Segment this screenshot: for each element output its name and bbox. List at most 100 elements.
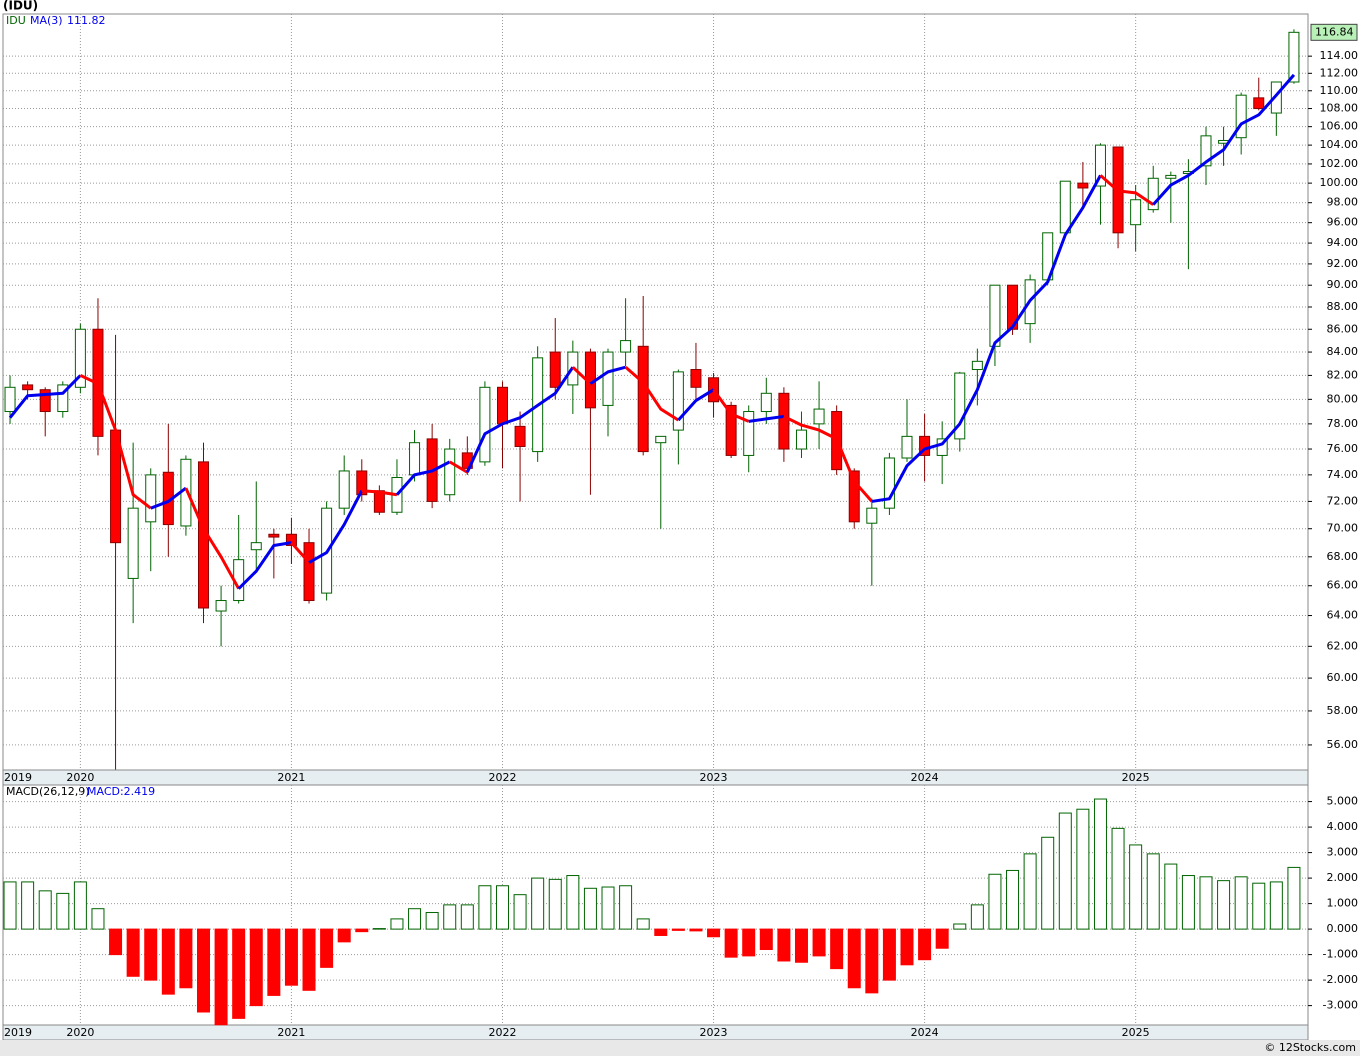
candle-body (936, 438, 948, 456)
macd-bar (73, 881, 87, 930)
ma-line (712, 388, 750, 423)
x-tick-label: 2025 (1122, 771, 1150, 784)
ma-line (624, 366, 680, 422)
y-tick-label: 3.000 (1327, 846, 1359, 859)
macd-bar (56, 892, 70, 930)
candle-body (672, 371, 684, 431)
candle-body (1165, 174, 1177, 179)
macd-bar (1164, 863, 1178, 930)
legend-ma-value: 111.82 (67, 14, 106, 27)
macd-bar (865, 928, 879, 994)
macd-bar (566, 875, 580, 930)
macd-bar (1093, 798, 1107, 930)
macd-bar (830, 928, 844, 970)
y-tick-label: 1.000 (1327, 897, 1359, 910)
y-tick-label: 90.00 (1327, 278, 1359, 291)
macd-bar (355, 928, 369, 933)
x-tick-label: 2021 (277, 771, 305, 784)
macd-bar (1146, 853, 1160, 930)
footer-bar (0, 1040, 1360, 1056)
ma-line (871, 174, 1102, 503)
ma-line (150, 486, 187, 510)
candle-body (655, 435, 667, 444)
macd-title: MACD(26,12,9) (6, 785, 90, 798)
candle-body (356, 470, 368, 496)
x-tick-label: 2023 (700, 771, 728, 784)
macd-bar (390, 918, 404, 930)
candle-body (409, 442, 421, 476)
footer: © 12Stocks.com (1264, 1041, 1356, 1054)
candle-body (285, 533, 297, 546)
y-tick-label: 102.00 (1320, 157, 1359, 170)
y-tick-label: 98.00 (1327, 196, 1359, 209)
macd-bar (601, 886, 615, 930)
macd-bar (126, 928, 140, 977)
candle-body (444, 448, 456, 496)
macd-bar (1058, 812, 1072, 930)
candle-body (778, 392, 790, 450)
candle-body (1235, 94, 1247, 139)
macd-bar (249, 928, 263, 1007)
candle-body (127, 507, 139, 579)
macd-bar (320, 928, 334, 968)
candle-body (1077, 182, 1089, 189)
ma-line (361, 489, 398, 497)
ma-line (79, 374, 152, 510)
legend-ma: MA(3) (30, 14, 63, 27)
macd-bar (935, 928, 949, 949)
ma-line (783, 415, 873, 503)
macd-bar (1199, 876, 1213, 930)
candle-body (848, 470, 860, 523)
macd-bar (460, 904, 474, 930)
candle-body (215, 600, 227, 612)
ma-line (237, 541, 292, 590)
macd-bar (284, 928, 298, 986)
macd-bar (302, 928, 316, 991)
ma-line (290, 541, 311, 564)
macd-bar (882, 928, 896, 981)
macd-bar (196, 928, 210, 1013)
macd-bar (900, 928, 914, 966)
macd-bar (707, 928, 721, 938)
ma-line (8, 374, 82, 419)
y-tick-label: 78.00 (1327, 417, 1359, 430)
candle-body (725, 404, 737, 456)
macd-bar (724, 928, 738, 958)
x-axis-band (2, 1024, 1309, 1041)
y-tick-label: 86.00 (1327, 322, 1359, 335)
last-price-box (1310, 23, 1358, 41)
candle-body (74, 328, 86, 388)
x-tick-label: 2021 (277, 1026, 305, 1039)
candle-body (760, 392, 772, 413)
ma-line (465, 366, 575, 473)
macd-bar (1181, 875, 1195, 930)
candle-body (268, 533, 280, 538)
y-tick-label: 84.00 (1327, 345, 1359, 358)
macd-bar (161, 928, 175, 995)
candle-body (743, 411, 755, 456)
y-tick-label: 56.00 (1327, 738, 1359, 751)
candle-body (1270, 81, 1282, 114)
candle-body (971, 360, 983, 371)
candle-body (866, 507, 878, 524)
macd-bar (953, 923, 967, 930)
macd-bar (689, 928, 703, 932)
y-tick-label: 60.00 (1327, 671, 1359, 684)
y-tick-label: 94.00 (1327, 236, 1359, 249)
candle-body (919, 435, 931, 456)
macd-bar (38, 890, 52, 930)
macd-bar (3, 881, 17, 930)
y-tick-label: 110.00 (1320, 84, 1359, 97)
y-tick-label: -2.000 (1323, 973, 1358, 986)
ma-line (448, 460, 469, 474)
candle-body (1130, 199, 1142, 226)
candle-body (989, 284, 1001, 347)
candle-body (1200, 135, 1212, 167)
macd-bar (144, 928, 158, 981)
ma-line (677, 388, 715, 422)
macd-bar (1252, 882, 1266, 930)
candle-body (883, 457, 895, 509)
y-tick-label: 68.00 (1327, 550, 1359, 563)
